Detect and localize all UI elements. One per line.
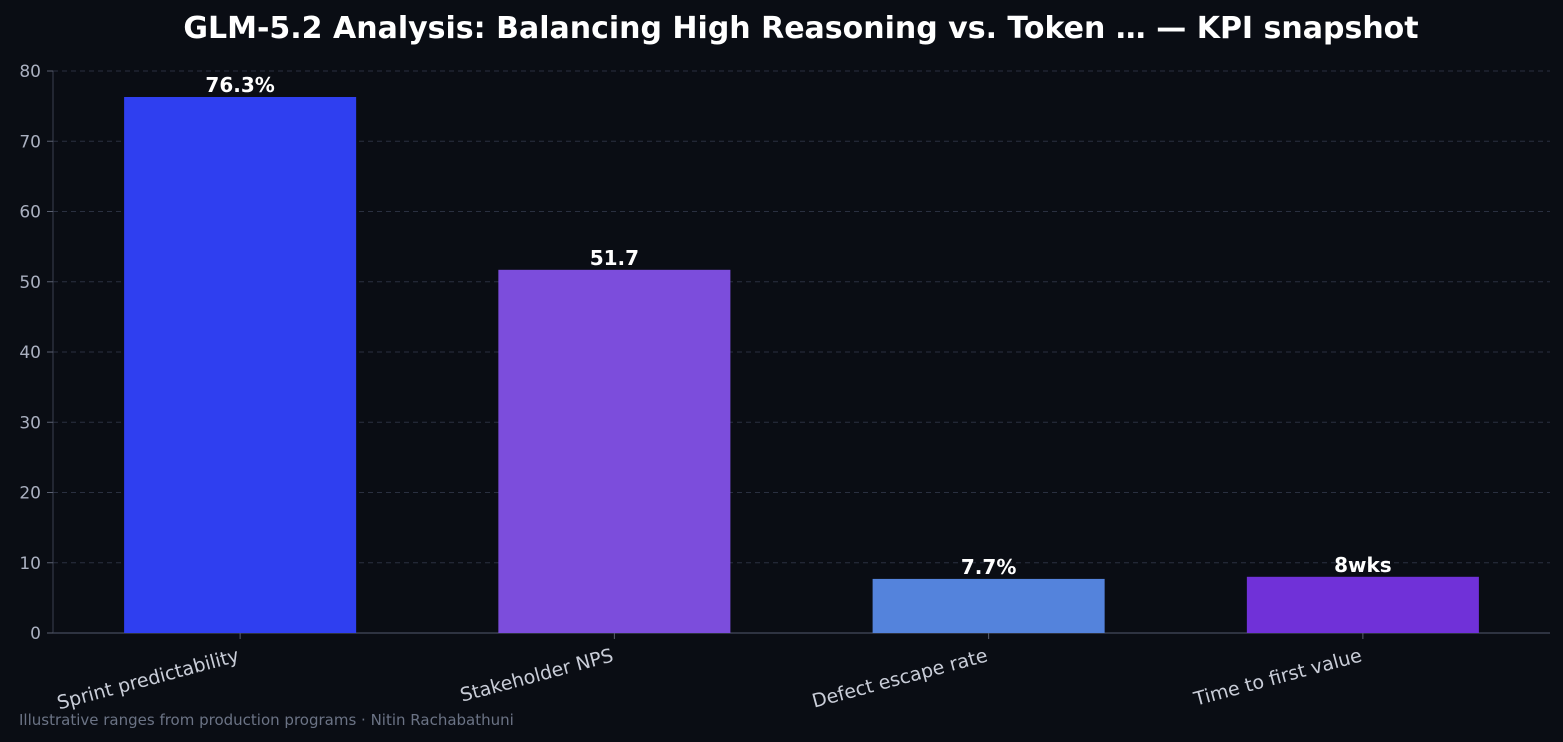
bar	[872, 578, 1105, 633]
x-tick-label: Stakeholder NPS	[458, 645, 616, 707]
x-tick-labels: Sprint predictability Stakeholder NPS Defe…	[55, 633, 1364, 714]
y-tick-label: 50	[19, 273, 41, 293]
bar	[498, 269, 731, 633]
bar	[124, 96, 357, 634]
y-tick-label: 30	[19, 413, 41, 433]
y-tick-label: 70	[19, 132, 41, 152]
grid-lines	[53, 70, 1550, 564]
y-tick-label: 20	[19, 484, 41, 504]
x-tick-label: Time to first value	[1191, 645, 1364, 711]
y-tick-labels: 0 10 20 30 40 50 60 70 80	[19, 62, 53, 644]
data-label: 76.3%	[205, 73, 274, 97]
y-tick-label: 60	[19, 203, 41, 223]
y-tick-label: 10	[19, 554, 41, 574]
bars	[124, 96, 1479, 634]
bar	[1246, 576, 1479, 633]
data-label: 7.7%	[961, 555, 1016, 579]
y-tick-label: 80	[19, 62, 41, 82]
data-label: 51.7	[590, 246, 639, 270]
data-label: 8wks	[1334, 553, 1392, 577]
chart-title: GLM-5.2 Analysis: Balancing High Reasoni…	[183, 11, 1418, 46]
x-tick-label: Sprint predictability	[55, 645, 242, 715]
data-labels: 76.3% 51.7 7.7% 8wks	[205, 73, 1391, 579]
footer-note: Illustrative ranges from production prog…	[19, 711, 514, 729]
x-tick-label: Defect escape rate	[810, 645, 990, 713]
y-tick-label: 0	[30, 624, 41, 644]
y-tick-label: 40	[19, 343, 41, 363]
